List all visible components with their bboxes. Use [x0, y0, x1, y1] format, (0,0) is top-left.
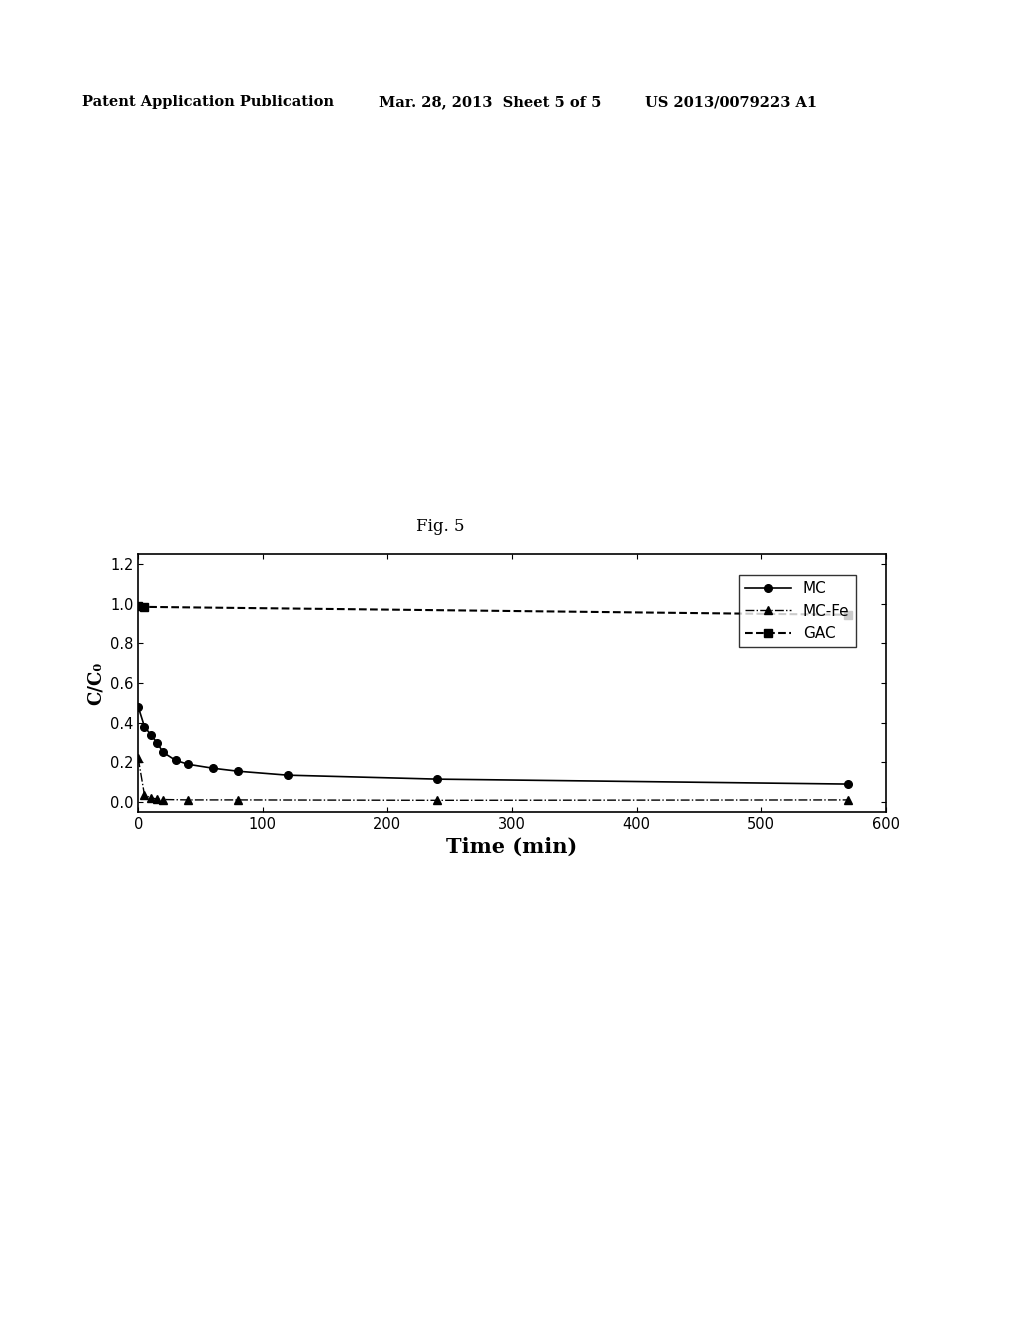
MC: [282, 767, 294, 783]
MC-Fe: [842, 792, 854, 808]
MC: [157, 744, 169, 760]
MC-Fe: [151, 791, 163, 807]
MC: [231, 763, 244, 779]
MC-Fe: [138, 787, 151, 803]
X-axis label: Time (min): Time (min): [446, 837, 578, 857]
MC: [151, 734, 163, 750]
MC-Fe: [132, 750, 144, 766]
Text: Fig. 5: Fig. 5: [416, 517, 465, 535]
MC: [842, 776, 854, 792]
MC: [170, 752, 182, 768]
MC: [207, 760, 219, 776]
MC-Fe: [157, 792, 169, 808]
Text: Mar. 28, 2013  Sheet 5 of 5: Mar. 28, 2013 Sheet 5 of 5: [379, 95, 601, 110]
GAC: [138, 599, 151, 615]
Text: US 2013/0079223 A1: US 2013/0079223 A1: [645, 95, 817, 110]
GAC: [132, 598, 144, 614]
Text: Patent Application Publication: Patent Application Publication: [82, 95, 334, 110]
MC: [182, 756, 195, 772]
GAC: [842, 607, 854, 623]
MC: [144, 726, 157, 742]
Line: MC: MC: [134, 704, 852, 788]
Y-axis label: C/C₀: C/C₀: [86, 661, 104, 705]
MC: [431, 771, 443, 787]
Line: GAC: GAC: [134, 602, 853, 619]
MC-Fe: [182, 792, 195, 808]
MC-Fe: [231, 792, 244, 808]
MC-Fe: [431, 792, 443, 808]
Line: MC-Fe: MC-Fe: [134, 755, 852, 804]
Legend: MC, MC-Fe, GAC: MC, MC-Fe, GAC: [738, 576, 856, 647]
MC-Fe: [144, 789, 157, 805]
MC: [132, 698, 144, 714]
MC: [138, 718, 151, 734]
